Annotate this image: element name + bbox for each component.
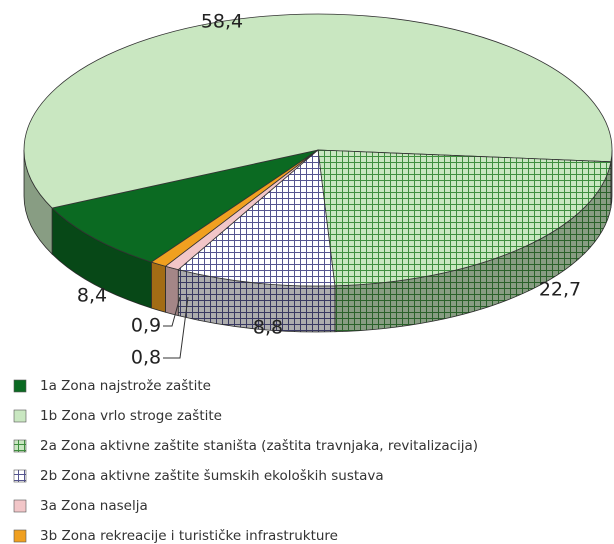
legend-label: 1b Zona vrlo stroge zaštite bbox=[40, 408, 222, 424]
legend-swatch bbox=[13, 409, 27, 423]
value-label: 0,8 bbox=[131, 347, 161, 369]
legend-swatch bbox=[13, 379, 27, 393]
value-label: 58,4 bbox=[201, 11, 243, 33]
legend-label: 1a Zona najstrože zaštite bbox=[40, 378, 211, 394]
legend-swatch bbox=[13, 469, 27, 483]
legend-label: 3b Zona rekreacije i turističke infrastr… bbox=[40, 528, 338, 544]
slice bbox=[177, 149, 336, 287]
slice bbox=[23, 13, 613, 209]
value-label: 8,4 bbox=[77, 285, 107, 307]
leader-line bbox=[163, 296, 189, 359]
slice bbox=[317, 149, 612, 287]
leader-line bbox=[163, 296, 181, 327]
value-label: 0,9 bbox=[131, 315, 161, 337]
value-label: 22,7 bbox=[539, 279, 581, 301]
legend-swatch bbox=[13, 439, 27, 453]
legend-label: 3a Zona naselja bbox=[40, 498, 148, 514]
slice bbox=[150, 149, 319, 267]
legend-label: 2b Zona aktivne zaštite šumskih ekološki… bbox=[40, 468, 384, 484]
legend-swatch bbox=[13, 499, 27, 513]
legend-swatch bbox=[13, 529, 27, 543]
legend-label: 2a Zona aktivne zaštite staništa (zaštit… bbox=[40, 438, 478, 454]
value-label: 8,8 bbox=[253, 317, 283, 339]
slice bbox=[51, 149, 319, 263]
